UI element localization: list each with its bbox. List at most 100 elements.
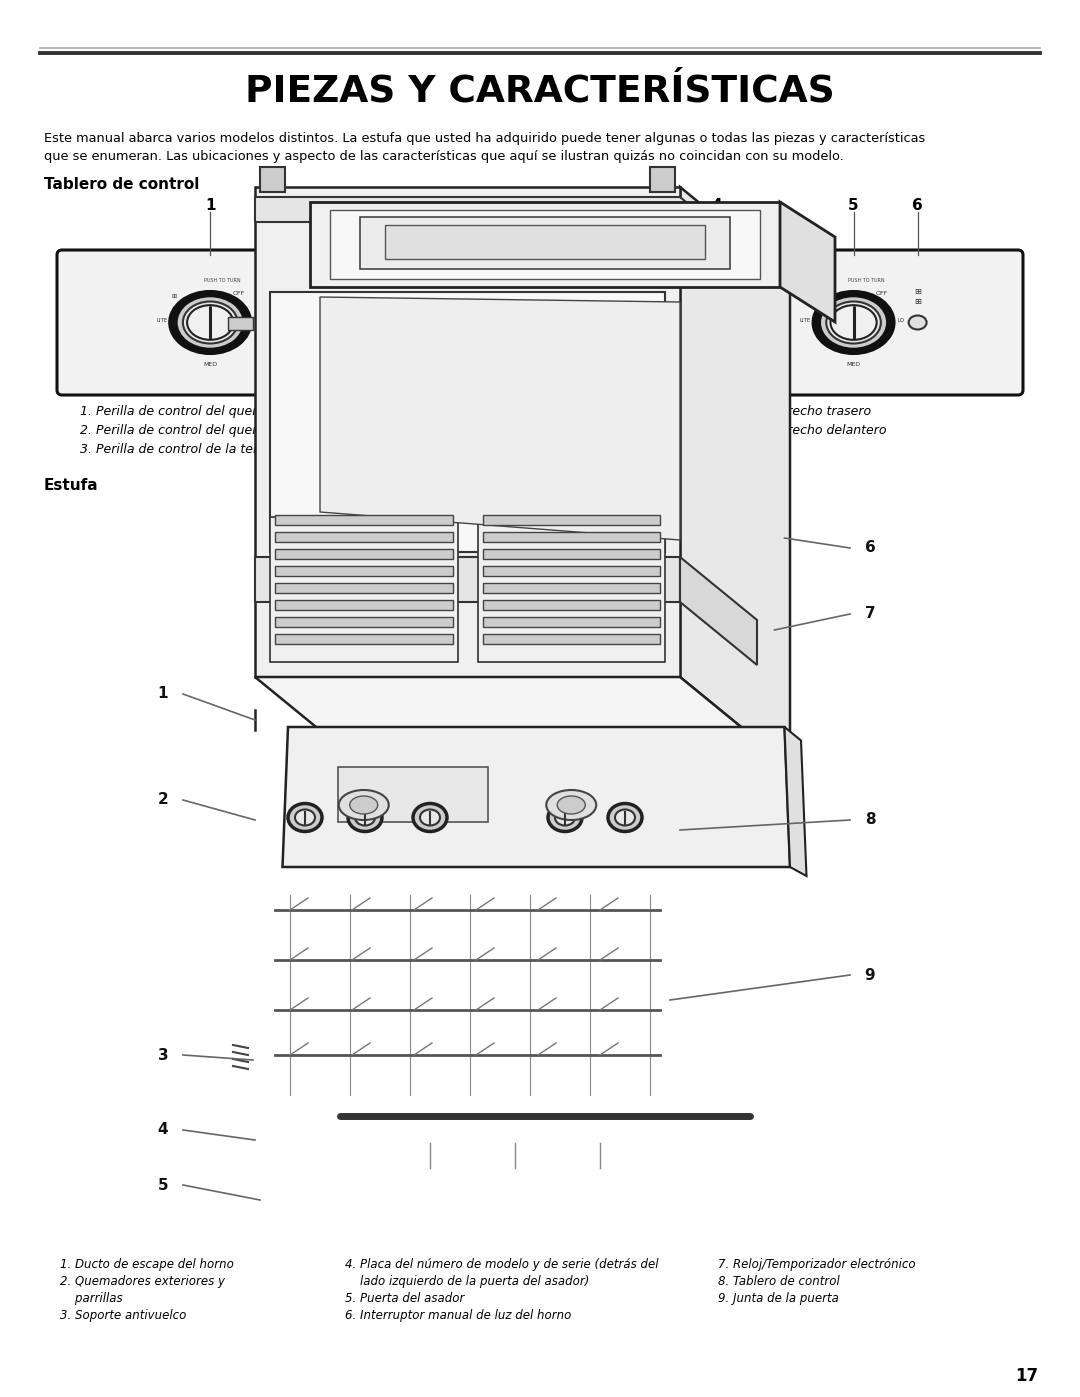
Ellipse shape xyxy=(355,809,375,826)
Polygon shape xyxy=(275,515,453,525)
Text: 300: 300 xyxy=(491,299,499,302)
Text: 8: 8 xyxy=(865,813,875,827)
Text: OVEN TEMP: OVEN TEMP xyxy=(529,372,561,377)
Text: Tablero de control: Tablero de control xyxy=(44,177,200,191)
Ellipse shape xyxy=(546,789,596,820)
Text: parrillas: parrillas xyxy=(60,1292,123,1305)
Text: 2. Perilla de control del quemador izquierdo delantero: 2. Perilla de control del quemador izqui… xyxy=(80,425,418,437)
Polygon shape xyxy=(255,557,680,602)
Ellipse shape xyxy=(511,296,579,348)
Polygon shape xyxy=(320,298,680,541)
Polygon shape xyxy=(477,517,665,662)
Polygon shape xyxy=(680,557,757,665)
Ellipse shape xyxy=(504,292,585,353)
Text: MED: MED xyxy=(847,362,861,367)
Ellipse shape xyxy=(689,302,744,344)
Polygon shape xyxy=(275,617,453,627)
Text: 5: 5 xyxy=(158,1178,168,1193)
Ellipse shape xyxy=(335,305,381,339)
Text: 9: 9 xyxy=(865,968,875,982)
Ellipse shape xyxy=(413,803,447,831)
Ellipse shape xyxy=(557,796,585,814)
Ellipse shape xyxy=(492,282,597,363)
Ellipse shape xyxy=(548,803,582,831)
Text: 17: 17 xyxy=(1015,1368,1038,1384)
Text: 6. Interruptor manual de luz del horno: 6. Interruptor manual de luz del horno xyxy=(345,1309,571,1322)
Text: 3: 3 xyxy=(158,1048,168,1063)
Ellipse shape xyxy=(516,300,573,344)
Text: 170: 170 xyxy=(569,282,577,286)
Text: 5. Puerta del asador: 5. Puerta del asador xyxy=(345,1292,464,1305)
Polygon shape xyxy=(228,317,253,330)
Text: que se enumeran. Las ubicaciones y aspecto de las características que aquí se il: que se enumeran. Las ubicaciones y aspec… xyxy=(44,149,843,163)
Polygon shape xyxy=(270,292,665,552)
Polygon shape xyxy=(283,726,789,868)
Text: 200: 200 xyxy=(541,277,549,281)
Ellipse shape xyxy=(326,298,391,348)
Text: PUSH TO TURN: PUSH TO TURN xyxy=(599,331,636,335)
Text: MED: MED xyxy=(203,362,217,367)
Text: OFF: OFF xyxy=(740,292,752,296)
Text: OFF: OFF xyxy=(381,292,393,296)
Polygon shape xyxy=(275,634,453,644)
Ellipse shape xyxy=(348,803,382,831)
Text: 2. Quemadores exteriores y: 2. Quemadores exteriores y xyxy=(60,1275,225,1288)
Text: PUSH TO TURN: PUSH TO TURN xyxy=(848,278,885,282)
Polygon shape xyxy=(483,549,660,559)
Text: 6. Indicador del quemador exterior: 6. Indicador del quemador exterior xyxy=(555,443,773,455)
Polygon shape xyxy=(384,225,705,258)
Text: 1: 1 xyxy=(158,686,168,701)
Text: 5: 5 xyxy=(848,197,859,212)
Text: 4: 4 xyxy=(712,197,723,212)
Text: 7: 7 xyxy=(865,606,875,622)
Polygon shape xyxy=(780,203,835,321)
Text: Estufa: Estufa xyxy=(44,478,98,493)
Text: lado izquierdo de la puerta del asador): lado izquierdo de la puerta del asador) xyxy=(345,1275,590,1288)
Ellipse shape xyxy=(555,809,575,826)
Polygon shape xyxy=(784,726,807,876)
Polygon shape xyxy=(650,168,675,191)
Ellipse shape xyxy=(177,298,243,348)
Ellipse shape xyxy=(826,302,881,344)
Text: LO: LO xyxy=(403,319,409,323)
Text: LITE: LITE xyxy=(799,319,811,323)
Text: MED: MED xyxy=(710,362,724,367)
Text: 4. Perilla de control del quemador derecho trasero: 4. Perilla de control del quemador derec… xyxy=(555,405,872,418)
Text: 2: 2 xyxy=(353,197,364,212)
Polygon shape xyxy=(270,517,458,662)
Ellipse shape xyxy=(339,789,389,820)
Polygon shape xyxy=(275,566,453,576)
Text: PUSH TO TURN: PUSH TO TURN xyxy=(711,278,747,282)
Text: 8. Tablero de control: 8. Tablero de control xyxy=(718,1275,840,1288)
Ellipse shape xyxy=(187,305,233,339)
Ellipse shape xyxy=(350,796,378,814)
Text: ⊞
⊞: ⊞ ⊞ xyxy=(914,286,921,306)
Ellipse shape xyxy=(316,291,401,355)
Text: 7. Reloj/Temporizador electrónico: 7. Reloj/Temporizador electrónico xyxy=(718,1259,916,1271)
Text: 4: 4 xyxy=(158,1123,168,1137)
Ellipse shape xyxy=(831,305,877,339)
Ellipse shape xyxy=(693,305,740,339)
FancyBboxPatch shape xyxy=(57,250,1023,395)
Polygon shape xyxy=(275,532,453,542)
Polygon shape xyxy=(360,217,730,270)
Text: LITE: LITE xyxy=(663,319,674,323)
Ellipse shape xyxy=(295,809,315,826)
Polygon shape xyxy=(255,197,710,222)
Polygon shape xyxy=(330,210,760,279)
Text: MED: MED xyxy=(351,362,365,367)
Text: 6: 6 xyxy=(913,197,923,212)
Polygon shape xyxy=(275,549,453,559)
Ellipse shape xyxy=(615,809,635,826)
Text: 1. Ducto de escape del horno: 1. Ducto de escape del horno xyxy=(60,1259,234,1271)
Text: OFF: OFF xyxy=(232,292,245,296)
Polygon shape xyxy=(310,203,780,286)
Text: 140: 140 xyxy=(591,299,598,302)
Ellipse shape xyxy=(685,298,750,348)
Ellipse shape xyxy=(332,302,386,344)
Text: Este manual abarca varios modelos distintos. La estufa que usted ha adquirido pu: Este manual abarca varios modelos distin… xyxy=(44,131,926,145)
Polygon shape xyxy=(255,187,680,678)
Polygon shape xyxy=(483,532,660,542)
Polygon shape xyxy=(483,634,660,644)
Ellipse shape xyxy=(608,803,642,831)
